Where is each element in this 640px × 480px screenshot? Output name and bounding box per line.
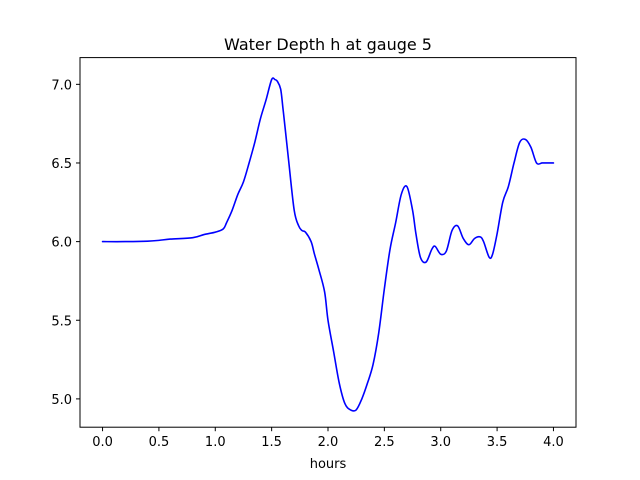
y-tick-label: 6.0 [51, 236, 72, 251]
x-tick-label: 3.5 [487, 435, 508, 450]
x-tick-label: 2.5 [374, 435, 395, 450]
x-tick-label: 0.5 [149, 435, 170, 450]
x-tick-label: 2.0 [318, 435, 339, 450]
x-tick-label: 1.5 [261, 435, 282, 450]
series-line [101, 77, 555, 412]
y-tick-label: 5.0 [51, 393, 72, 408]
y-tick-label: 7.0 [51, 78, 72, 93]
plot-frame [79, 57, 577, 428]
y-tick-label: 5.5 [51, 314, 72, 329]
x-tick-label: 3.0 [430, 435, 451, 450]
x-tick-label: 4.0 [543, 435, 564, 450]
x-tick-label: 1.0 [205, 435, 226, 450]
plot-area: 0.0 0.5 1.0 1.5 2.0 2.5 3.0 3.5 4.0 5.0 5.5 6.0 6.5 7… [51, 77, 564, 450]
y-tick-label: 6.5 [51, 157, 72, 172]
chart-title: Water Depth h at gauge 5 [224, 35, 432, 54]
x-axis-label: hours [310, 457, 347, 472]
x-tick-label: 0.0 [92, 435, 113, 450]
